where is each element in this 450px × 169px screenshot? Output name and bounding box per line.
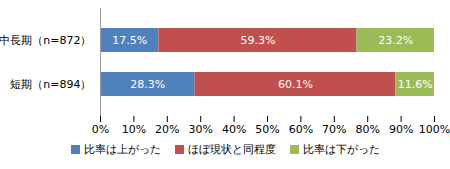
html-text:比率は下がった: 比率は下がった (302, 143, 380, 156)
svg-text:30%: 30% (188, 123, 212, 136)
svg-text:28.3%: 28.3% (130, 78, 165, 91)
svg-text:短期（n=894）: 短期（n=894） (10, 78, 91, 91)
svg-text:0%: 0% (92, 123, 109, 136)
svg-text:40%: 40% (222, 123, 246, 136)
svg-text:11.6%: 11.6% (398, 78, 433, 91)
svg-text:中長期（n=872）: 中長期（n=872） (0, 34, 92, 47)
svg-text:100%: 100% (419, 123, 450, 136)
svg-text:23.2%: 23.2% (378, 34, 413, 47)
svg-text:10%: 10% (122, 123, 146, 136)
svg-text:80%: 80% (355, 123, 379, 136)
html-text:比率は上がった: 比率は上がった (83, 143, 161, 156)
svg-text:17.5%: 17.5% (112, 34, 147, 47)
svg-text:60%: 60% (289, 123, 313, 136)
html-text:ほぼ現状と同程度: ほぼ現状と同程度 (187, 143, 276, 156)
svg-text:50%: 50% (255, 123, 279, 136)
svg-text:90%: 90% (389, 123, 413, 136)
svg-text:59.3%: 59.3% (241, 34, 276, 47)
svg-text:70%: 70% (322, 123, 346, 136)
svg-text:60.1%: 60.1% (278, 78, 313, 91)
svg-text:20%: 20% (155, 123, 179, 136)
